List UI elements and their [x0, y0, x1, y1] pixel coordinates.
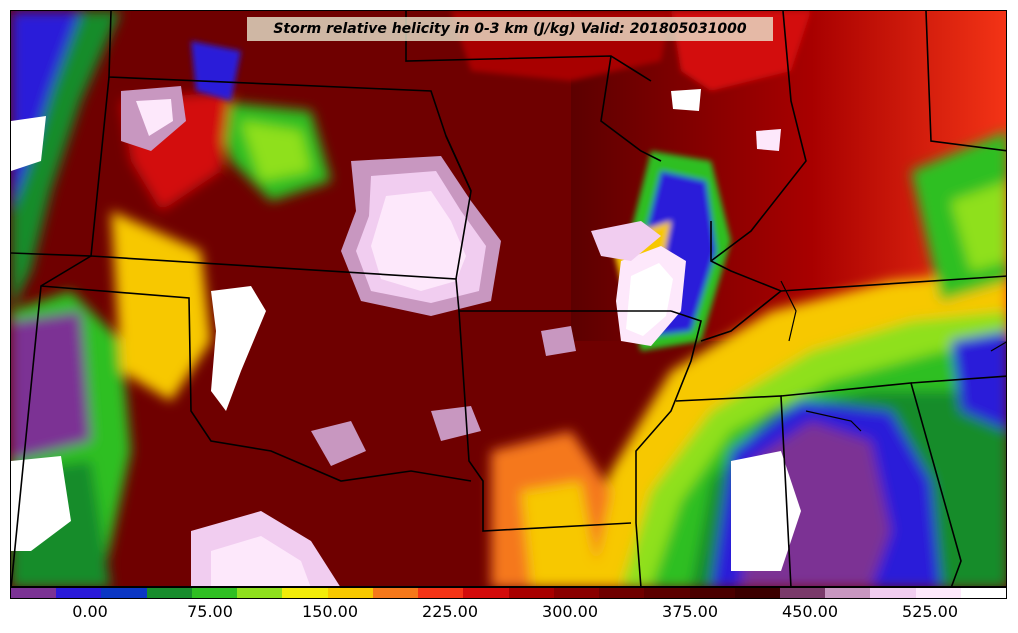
colorbar-ticks: 0.00 75.00 150.00 225.00 300.00 375.00 450.00 5… — [10, 599, 1007, 633]
colorbar-tick-label: 525.00 — [902, 602, 958, 621]
colorbar-swatch — [825, 588, 871, 598]
colorbar-swatch — [463, 588, 509, 598]
map-title: Storm relative helicity in 0-3 km (J/kg)… — [247, 17, 773, 41]
colorbar-tick-label: 450.00 — [782, 602, 838, 621]
colorbar-tick-label: 225.00 — [422, 602, 478, 621]
colorbar-swatch — [508, 588, 554, 598]
colorbar-swatch — [191, 588, 238, 598]
colorbar-swatch — [915, 588, 961, 598]
field-shading — [11, 11, 1006, 586]
colorbar-swatch — [11, 588, 57, 598]
colorbar-swatch — [689, 588, 735, 598]
colorbar-swatch — [599, 588, 645, 598]
water-features — [780, 280, 1006, 432]
colorbar-swatch — [282, 588, 328, 598]
colorbar-swatch — [553, 588, 600, 598]
colorbar-swatch — [237, 588, 283, 598]
colorbar-tick-label: 0.00 — [72, 602, 108, 621]
colorbar-swatch — [372, 588, 419, 598]
colorbar-swatch — [101, 588, 147, 598]
colorbar-tick-label: 375.00 — [662, 602, 718, 621]
helicity-map — [11, 11, 1006, 586]
colorbar-swatch — [56, 588, 102, 598]
map-panel: Storm relative helicity in 0-3 km (J/kg)… — [10, 10, 1007, 587]
colorbar — [10, 587, 1007, 599]
high-helicity-cores — [11, 86, 801, 586]
colorbar-tick-label: 150.00 — [302, 602, 358, 621]
state-boundaries — [11, 11, 1006, 586]
colorbar-swatch — [734, 588, 780, 598]
colorbar-swatch — [644, 588, 690, 598]
colorbar-swatch — [327, 588, 373, 598]
colorbar-swatch — [779, 588, 826, 598]
colorbar-swatch — [418, 588, 464, 598]
colorbar-tick-label: 300.00 — [542, 602, 598, 621]
colorbar-tick-label: 75.00 — [187, 602, 233, 621]
colorbar-swatch — [870, 588, 916, 598]
colorbar-swatch — [960, 588, 1007, 598]
colorbar-swatch — [146, 588, 192, 598]
